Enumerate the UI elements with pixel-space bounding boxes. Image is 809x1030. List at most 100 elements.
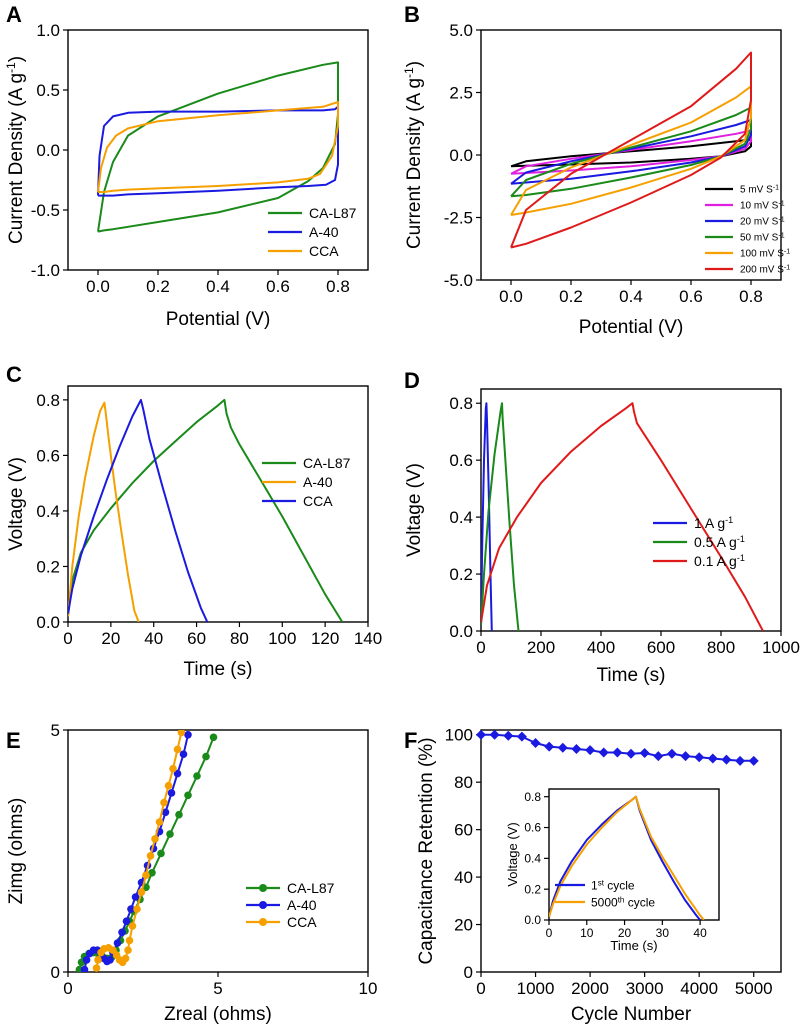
y-tick-label: 0 [51, 963, 60, 982]
x-tick-label: 30 [656, 926, 670, 940]
y-tick-label: 0.8 [36, 391, 60, 410]
panel-d: D 0 200 400 600 800 1000 0.0 0.2 0.4 0.6 0.8 Time (s… [404, 368, 800, 686]
data-point [653, 751, 664, 762]
x-tick-label: 400 [587, 638, 615, 657]
y-tick-label: -5.0 [444, 271, 473, 290]
legend-label: A-40 [287, 897, 317, 913]
series-line [97, 101, 339, 193]
series-line [510, 85, 752, 216]
x-tick-label: 1000 [762, 638, 800, 657]
data-point [146, 852, 155, 860]
plot-frame [67, 385, 369, 623]
x-tick-label: 0.6 [266, 277, 290, 296]
legend-label: 1 A g-1 [694, 515, 733, 531]
panel-label: E [6, 728, 21, 753]
y-tick-label: 40 [454, 868, 473, 887]
series-line [68, 401, 140, 622]
data-point [157, 849, 165, 858]
x-tick-label: 0 [476, 979, 485, 998]
x-tick-label: 100 [268, 629, 296, 648]
panel-label: D [404, 368, 420, 393]
data-point [202, 752, 210, 761]
legend-label: 200 mV S-1 [740, 264, 790, 276]
series-line [68, 398, 344, 622]
data-point [721, 754, 732, 765]
y-tick-label: 0.2 [449, 565, 473, 584]
y-axis-title: Current Density (A g-1) [402, 61, 425, 249]
panel-c: C 0 20 40 60 80 100 120 140 0.0 0.2 0.4 0.6 0.8 Time (… [6, 362, 382, 680]
data-point [585, 745, 596, 756]
x-tick-label: 20 [101, 629, 120, 648]
data-point [82, 956, 91, 964]
data-point [142, 871, 150, 879]
legend-label: 0.1 A g-1 [694, 553, 745, 569]
x-tick-label: 140 [354, 629, 382, 648]
data-point [694, 752, 705, 763]
legend-label: 50 mV S-1 [740, 232, 785, 244]
x-tick-label: 10 [580, 926, 594, 940]
x-tick-label: 200 [527, 638, 555, 657]
series-line [549, 795, 705, 920]
plot-frame [480, 729, 782, 973]
inset-y-axis-title: Voltage (V) [505, 822, 520, 886]
x-tick-label: 0 [63, 979, 72, 998]
legend-label: 1st cycle [591, 878, 635, 893]
series-line [510, 119, 752, 185]
series-line [510, 51, 752, 249]
series-line [97, 61, 339, 233]
y-axis-title: Capacitance Retention (%) [416, 737, 437, 964]
data-point [179, 750, 188, 758]
legend-label: 5000th cycle [591, 895, 655, 910]
x-tick-label: 40 [693, 926, 707, 940]
data-point [133, 905, 141, 913]
y-tick-label: 0.0 [36, 613, 60, 632]
y-tick-label: 0.6 [449, 451, 473, 470]
data-point [131, 893, 140, 901]
data-point [489, 729, 500, 740]
data-point [160, 798, 168, 807]
series-line [97, 105, 339, 197]
data-point [173, 769, 182, 778]
x-tick-label: 0.6 [679, 287, 703, 306]
x-tick-label: 0.0 [499, 287, 523, 306]
data-point [503, 730, 514, 741]
data-point [121, 954, 130, 963]
data-point [209, 733, 218, 742]
data-point [476, 729, 486, 740]
data-point [155, 818, 164, 826]
y-tick-label: 0.5 [36, 81, 60, 100]
series-line [510, 129, 752, 175]
x-tick-label: 2000 [571, 979, 609, 998]
data-point [707, 753, 718, 764]
data-point [666, 748, 677, 759]
data-point [151, 835, 159, 843]
y-tick-label: -2.5 [444, 208, 473, 227]
x-tick-label: 0.2 [146, 277, 170, 296]
data-point [557, 742, 568, 753]
y-tick-label: 0.0 [36, 141, 60, 160]
legend-label: CA-L87 [309, 205, 357, 221]
y-tick-label: 2.5 [449, 83, 473, 102]
series-line [510, 106, 752, 198]
x-tick-label: 0.2 [559, 287, 583, 306]
plot-frame [480, 388, 782, 632]
x-tick-label: 10 [359, 979, 378, 998]
legend-label: 100 mV S-1 [740, 248, 790, 260]
data-point [748, 755, 759, 766]
series-line [481, 402, 764, 631]
data-point [598, 747, 609, 758]
x-tick-label: 5000 [735, 979, 773, 998]
x-tick-label: 20 [618, 926, 632, 940]
y-tick-label: 5 [51, 721, 60, 740]
data-point [169, 764, 177, 773]
data-point [161, 808, 170, 817]
data-point [516, 731, 527, 742]
data-point [680, 751, 691, 762]
x-tick-label: 3000 [626, 979, 664, 998]
x-tick-label: 0 [546, 926, 553, 940]
panel-f: F0 1000 2000 3000 4000 5000020406080100Cycle … [404, 726, 782, 1025]
data-point [177, 730, 186, 737]
x-axis-title: Potential (V) [166, 309, 271, 330]
series-line [68, 398, 209, 622]
